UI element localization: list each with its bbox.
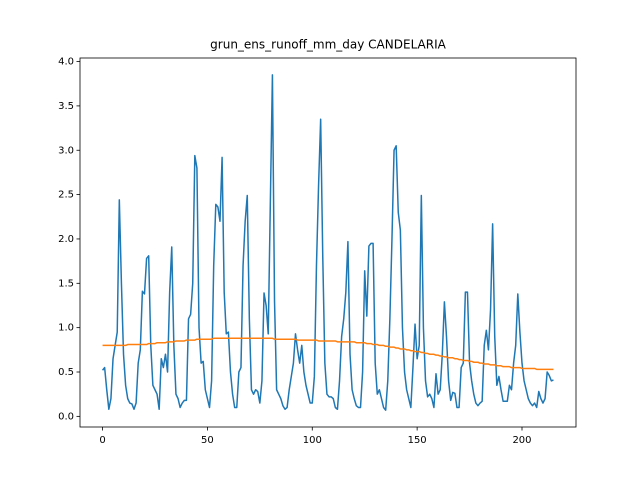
y-tick-label: 0.5 [58, 367, 74, 378]
y-tick-label: 1.0 [58, 323, 74, 334]
y-tick-label: 3.5 [58, 101, 74, 112]
y-tick-label: 3.0 [58, 145, 74, 156]
x-tick-label: 50 [201, 435, 214, 446]
y-tick-label: 0.0 [58, 411, 74, 422]
y-tick-label: 4.0 [58, 57, 74, 68]
series-line [102, 337, 554, 371]
plot-frame [79, 57, 577, 428]
y-tick-label: 2.0 [58, 234, 74, 245]
x-tick-label: 150 [408, 435, 427, 446]
y-tick-label: 2.5 [58, 190, 74, 201]
series-line [101, 74, 554, 411]
x-tick-label: 100 [303, 435, 322, 446]
x-tick-label: 0 [99, 435, 105, 446]
y-tick-label: 1.5 [58, 278, 74, 289]
chart-title: grun_ens_runoff_mm_day CANDELARIA [210, 38, 446, 52]
x-tick-label: 200 [512, 435, 531, 446]
